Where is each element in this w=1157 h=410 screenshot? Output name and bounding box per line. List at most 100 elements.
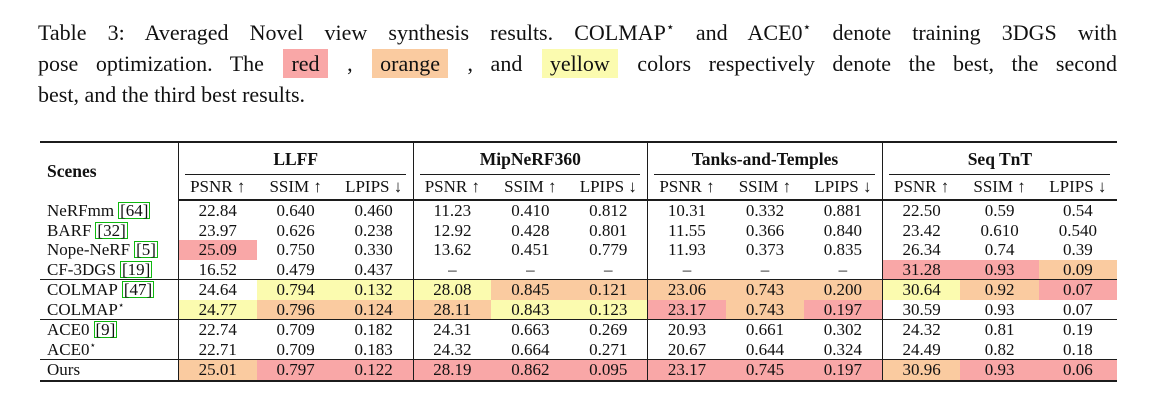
scene-label: NeRFmm [64] xyxy=(40,200,178,221)
value-cell: 26.34 xyxy=(881,240,961,260)
value-cell: – xyxy=(647,259,726,280)
value-cell: 0.881 xyxy=(823,201,863,220)
value-cell: 0.197 xyxy=(804,359,883,382)
table-row: COLMAP [47] 24.64 0.794 0.132 28.08 0.845 0.121… xyxy=(40,279,1117,300)
value-cell: 0.835 xyxy=(823,240,863,259)
table-row: ACE0 [9] 22.74 0.709 0.182 24.31 0.663 0.269 20.… xyxy=(40,319,1117,340)
table-row: Ours 25.01 0.797 0.122 28.19 0.862 0.095 23.17 0… xyxy=(40,359,1117,382)
metric-header-psnr: PSNR ↑ xyxy=(412,175,492,201)
metric-header-ssim: SSIM ↑ xyxy=(960,175,1039,201)
metric-header-ssim: SSIM ↑ xyxy=(256,175,335,201)
metric-header-lpips: LPIPS ↓ xyxy=(569,175,648,201)
caption-text: and ACE0 xyxy=(674,20,803,45)
value-cell: 0.07 xyxy=(1062,299,1093,319)
metric-header-ssim: SSIM ↑ xyxy=(725,175,805,201)
value-cell: 0.93 xyxy=(960,259,1039,280)
value-cell: 0.93 xyxy=(960,359,1039,382)
group-label: MipNeRF360 xyxy=(479,148,581,169)
value-cell: 22.71 xyxy=(177,339,257,360)
value-cell: 0.19 xyxy=(1038,319,1117,340)
group-header-seq-tnt: Seq TnT xyxy=(881,142,1117,175)
scene-label: Ours xyxy=(40,359,179,382)
value-cell: 24.32 xyxy=(881,319,961,340)
metric-header-psnr: PSNR ↑ xyxy=(881,175,961,201)
group-header-mipnerf360: MipNeRF360 xyxy=(412,142,648,175)
caption-text: colors respectively denote the best, the… xyxy=(619,51,1118,76)
value-cell: 11.93 xyxy=(647,240,726,260)
caption-text: best, and the third best results. xyxy=(38,82,306,107)
value-cell: 0.81 xyxy=(960,319,1039,340)
citation-link[interactable]: [47] xyxy=(121,280,155,299)
scene-name: NeRFmm xyxy=(47,200,115,220)
value-cell: 22.74 xyxy=(177,319,257,340)
value-cell: 20.67 xyxy=(647,339,726,360)
metric-header-lpips: LPIPS ↓ xyxy=(804,175,883,201)
caption-text: pose optimization. The xyxy=(38,51,282,76)
value-cell: 0.197 xyxy=(804,299,883,320)
scene-name: ACE0 xyxy=(47,339,90,359)
value-cell: 0.428 xyxy=(511,220,550,240)
caption-text: denote training 3DGS with xyxy=(811,20,1117,45)
citation-link[interactable]: [64] xyxy=(118,200,151,220)
value-cell: 23.17 xyxy=(647,299,726,320)
citation-link[interactable]: [9] xyxy=(93,320,118,339)
citation-link[interactable]: [32] xyxy=(95,220,128,240)
value-cell: 24.77 xyxy=(177,299,257,320)
value-cell: 0.451 xyxy=(511,240,550,259)
yellow-swatch: yellow xyxy=(541,49,618,78)
citation-link[interactable]: [19] xyxy=(119,259,153,279)
table-row: NeRFmm [64] 22.84 0.640 0.460 11.23 0.410 0.812… xyxy=(40,200,1117,221)
caption-text: , and xyxy=(449,51,540,76)
value-cell: – xyxy=(604,259,613,279)
value-cell: 0.121 xyxy=(569,279,648,300)
scene-label: ACE0 [9] xyxy=(40,319,179,340)
value-cell: 0.640 xyxy=(276,201,315,220)
value-cell: – xyxy=(838,259,848,279)
value-cell: 10.31 xyxy=(647,200,726,221)
group-header-row: Scenes LLFF MipNeRF360 Tanks-and-Temples… xyxy=(40,142,1117,181)
value-cell: 25.09 xyxy=(177,240,257,260)
value-cell: 0.238 xyxy=(354,220,393,240)
value-cell: 0.06 xyxy=(1038,359,1117,382)
value-cell: 0.709 xyxy=(276,339,315,359)
value-cell: 23.97 xyxy=(177,220,257,240)
scene-name: COLMAP xyxy=(47,280,118,299)
value-cell: 0.124 xyxy=(334,299,414,320)
value-cell: 0.745 xyxy=(725,359,805,382)
table-row: COLMAP⋆ 24.77 0.796 0.124 28.11 0.843 0.123 23.… xyxy=(40,299,1117,320)
table-body: NeRFmm [64] 22.84 0.640 0.460 11.23 0.410 0.812… xyxy=(40,200,1117,382)
table-caption: Table 3: Averaged Novel view synthesis r… xyxy=(0,0,1157,110)
value-cell: 0.122 xyxy=(334,359,414,382)
red-swatch: red xyxy=(283,49,328,78)
value-cell: 22.50 xyxy=(881,200,961,221)
value-cell: 0.610 xyxy=(980,220,1019,240)
group-header-tanks-and-temples: Tanks-and-Temples xyxy=(647,142,883,175)
value-cell: 0.18 xyxy=(1062,339,1093,359)
value-cell: 23.06 xyxy=(647,279,726,300)
value-cell: 31.28 xyxy=(881,259,961,280)
metric-header-lpips: LPIPS ↓ xyxy=(1038,175,1117,201)
value-cell: 0.59 xyxy=(984,201,1015,220)
value-cell: 11.55 xyxy=(647,220,726,240)
star-superscript: ⋆ xyxy=(802,19,812,36)
group-label: Seq TnT xyxy=(967,148,1033,169)
scene-name: Ours xyxy=(47,360,81,379)
star-superscript: ⋆ xyxy=(89,339,97,351)
caption-text: Table 3: Averaged Novel view synthesis r… xyxy=(38,20,666,45)
value-cell: 24.31 xyxy=(412,319,492,340)
value-cell: 12.92 xyxy=(412,220,492,240)
value-cell: 0.09 xyxy=(1038,259,1117,280)
citation-link[interactable]: [5] xyxy=(134,240,158,259)
caption-line: best, and the third best results. xyxy=(38,79,1117,110)
value-cell: 0.182 xyxy=(334,319,414,340)
value-cell: 0.200 xyxy=(804,279,883,300)
value-cell: 0.794 xyxy=(256,279,335,300)
scene-name: CF-3DGS xyxy=(47,259,116,279)
value-cell: 0.797 xyxy=(256,359,335,382)
table-row: BARF [32] 23.97 0.626 0.238 12.92 0.428 0.801 11… xyxy=(40,220,1117,240)
value-cell: – xyxy=(760,259,770,279)
value-cell: 0.366 xyxy=(745,220,785,240)
value-cell: 0.779 xyxy=(589,240,628,259)
table-row: Nope-NeRF [5] 25.09 0.750 0.330 13.62 0.451 0.7… xyxy=(40,240,1117,260)
